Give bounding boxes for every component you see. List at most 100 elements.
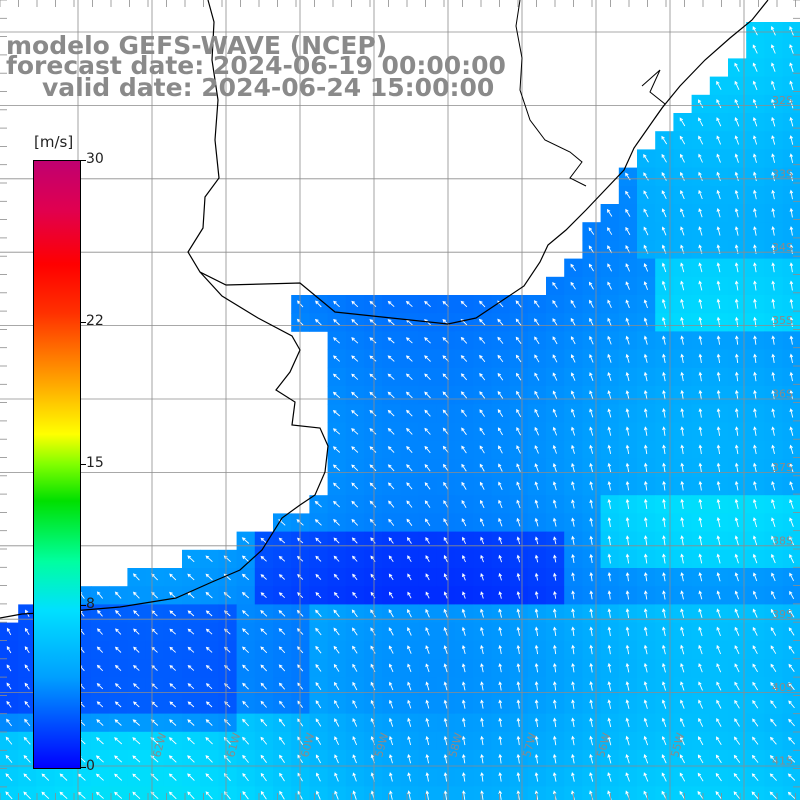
lat-label: 39S: [772, 608, 793, 621]
wind-arrow: [679, 717, 685, 727]
wind-arrow: [643, 516, 648, 528]
wind-arrow: [589, 681, 593, 691]
wind-arrow: [351, 537, 358, 544]
wind-arrow: [388, 555, 394, 562]
wind-arrow: [260, 736, 268, 745]
wind-arrow: [734, 280, 739, 291]
wind-arrow: [333, 573, 340, 580]
wind-arrow: [168, 791, 177, 800]
wind-arrow: [771, 353, 776, 363]
wind-arrow: [497, 372, 504, 381]
wind-arrow: [643, 754, 649, 764]
wind-arrow: [789, 262, 794, 273]
wind-arrow: [625, 390, 630, 400]
wind-arrow: [680, 298, 685, 309]
wind-arrow: [771, 480, 776, 491]
wind-arrow: [552, 426, 558, 436]
wind-arrow: [332, 355, 341, 362]
wind-arrow: [480, 681, 484, 691]
wind-arrow: [424, 445, 431, 454]
wind-arrow: [352, 717, 358, 727]
wind-arrow: [461, 626, 466, 636]
border-uruguay-brazil: [515, 0, 666, 187]
wind-arrow: [734, 80, 740, 90]
wind-arrow: [789, 135, 794, 145]
wind-arrow: [789, 444, 794, 455]
wind-arrow: [771, 116, 776, 127]
wind-arrow: [96, 628, 103, 635]
wind-arrow: [589, 372, 594, 381]
wind-arrow: [625, 299, 630, 309]
wind-arrow: [607, 517, 612, 528]
wind-arrow: [771, 517, 776, 528]
wind-arrow: [534, 681, 539, 691]
wind-arrow: [334, 681, 340, 691]
wind-arrow: [351, 391, 359, 399]
wind-arrow: [752, 645, 758, 655]
wind-arrow: [625, 572, 630, 582]
wind-arrow: [516, 463, 521, 472]
wind-arrow: [698, 535, 703, 546]
speed-cell: [509, 786, 529, 800]
wind-arrow: [114, 737, 123, 745]
wind-arrow: [552, 662, 557, 673]
wind-arrow: [771, 280, 775, 291]
wind-arrow: [480, 626, 484, 636]
wind-arrow: [625, 317, 630, 327]
wind-arrow: [462, 573, 466, 581]
speed-cell: [473, 786, 492, 800]
speed-cell: [527, 786, 547, 800]
wind-arrow: [425, 537, 430, 544]
speed-cell: [0, 786, 19, 800]
wind-arrow: [461, 645, 466, 655]
wind-arrow: [242, 700, 249, 708]
wind-arrow: [770, 663, 777, 673]
wind-arrow: [95, 755, 104, 763]
wind-arrow: [680, 553, 684, 564]
wind-arrow: [589, 553, 594, 564]
wind-arrow: [205, 628, 213, 635]
wind-arrow: [479, 499, 485, 509]
wind-arrow: [41, 791, 50, 800]
wind-arrow: [516, 735, 521, 746]
wind-arrow: [734, 426, 739, 436]
wind-arrow: [187, 555, 195, 563]
wind-arrow: [114, 683, 122, 690]
lon-label: 62W: [150, 731, 169, 759]
wind-arrow: [388, 627, 394, 636]
speed-cell: [200, 786, 219, 800]
wind-arrow: [753, 480, 757, 491]
wind-arrow: [625, 535, 630, 546]
wind-arrow: [5, 773, 13, 781]
wind-arrow: [315, 609, 322, 617]
wind-arrow: [716, 208, 721, 218]
wind-arrow: [351, 609, 358, 618]
wind-arrow: [478, 300, 486, 308]
wind-arrow: [680, 498, 684, 509]
wind-arrow: [460, 391, 468, 399]
speed-cell: [91, 786, 110, 800]
wind-arrow: [461, 409, 467, 417]
colorbar-tick: [80, 767, 86, 768]
wind-arrow: [497, 354, 504, 363]
wind-arrow: [387, 391, 395, 399]
wind-arrow: [479, 372, 486, 381]
wind-arrow: [114, 701, 122, 708]
wind-arrow: [315, 790, 321, 800]
wind-arrow: [698, 99, 704, 109]
wind-arrow: [715, 736, 722, 745]
wind-arrow: [570, 263, 576, 272]
wind-arrow: [789, 408, 794, 418]
wind-arrow: [789, 426, 794, 436]
wind-arrow: [625, 590, 630, 600]
wind-arrow: [95, 737, 104, 745]
wind-arrow: [534, 336, 540, 345]
wind-arrow: [698, 608, 703, 618]
wind-arrow: [752, 572, 758, 582]
wind-arrow: [168, 773, 177, 781]
wind-arrow: [478, 318, 486, 326]
wind-arrow: [480, 735, 484, 746]
wind-arrow: [589, 281, 594, 290]
wind-arrow: [788, 627, 795, 636]
